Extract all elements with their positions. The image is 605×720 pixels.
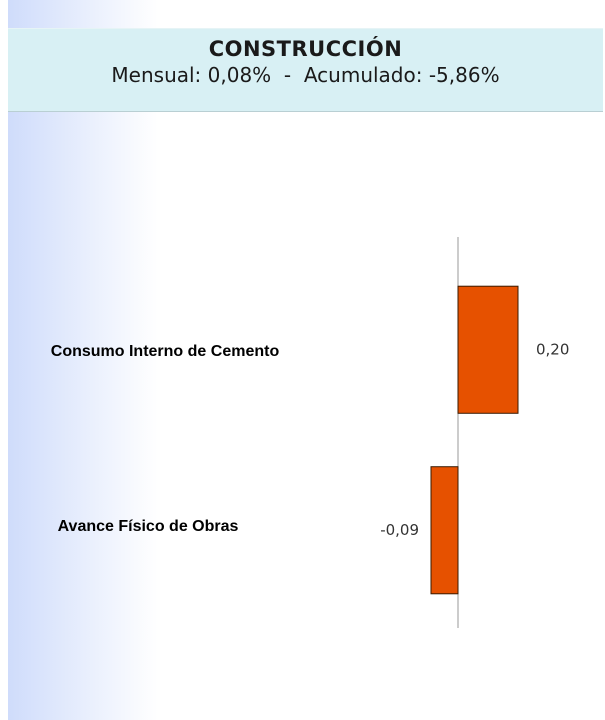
bar xyxy=(457,285,519,414)
value-label: -0,09 xyxy=(380,521,419,539)
chart-title: CONSTRUCCIÓN xyxy=(208,37,403,61)
chart-subtitle: Mensual: 0,08% - Acumulado: -5,86% xyxy=(111,63,500,87)
bar xyxy=(430,466,459,595)
value-label: 0,20 xyxy=(536,340,569,358)
category-label: Consumo Interno de Cemento xyxy=(50,342,280,360)
header: CONSTRUCCIÓN Mensual: 0,08% - Acumulado:… xyxy=(8,28,603,112)
category-label: Avance Físico de Obras xyxy=(57,518,239,536)
